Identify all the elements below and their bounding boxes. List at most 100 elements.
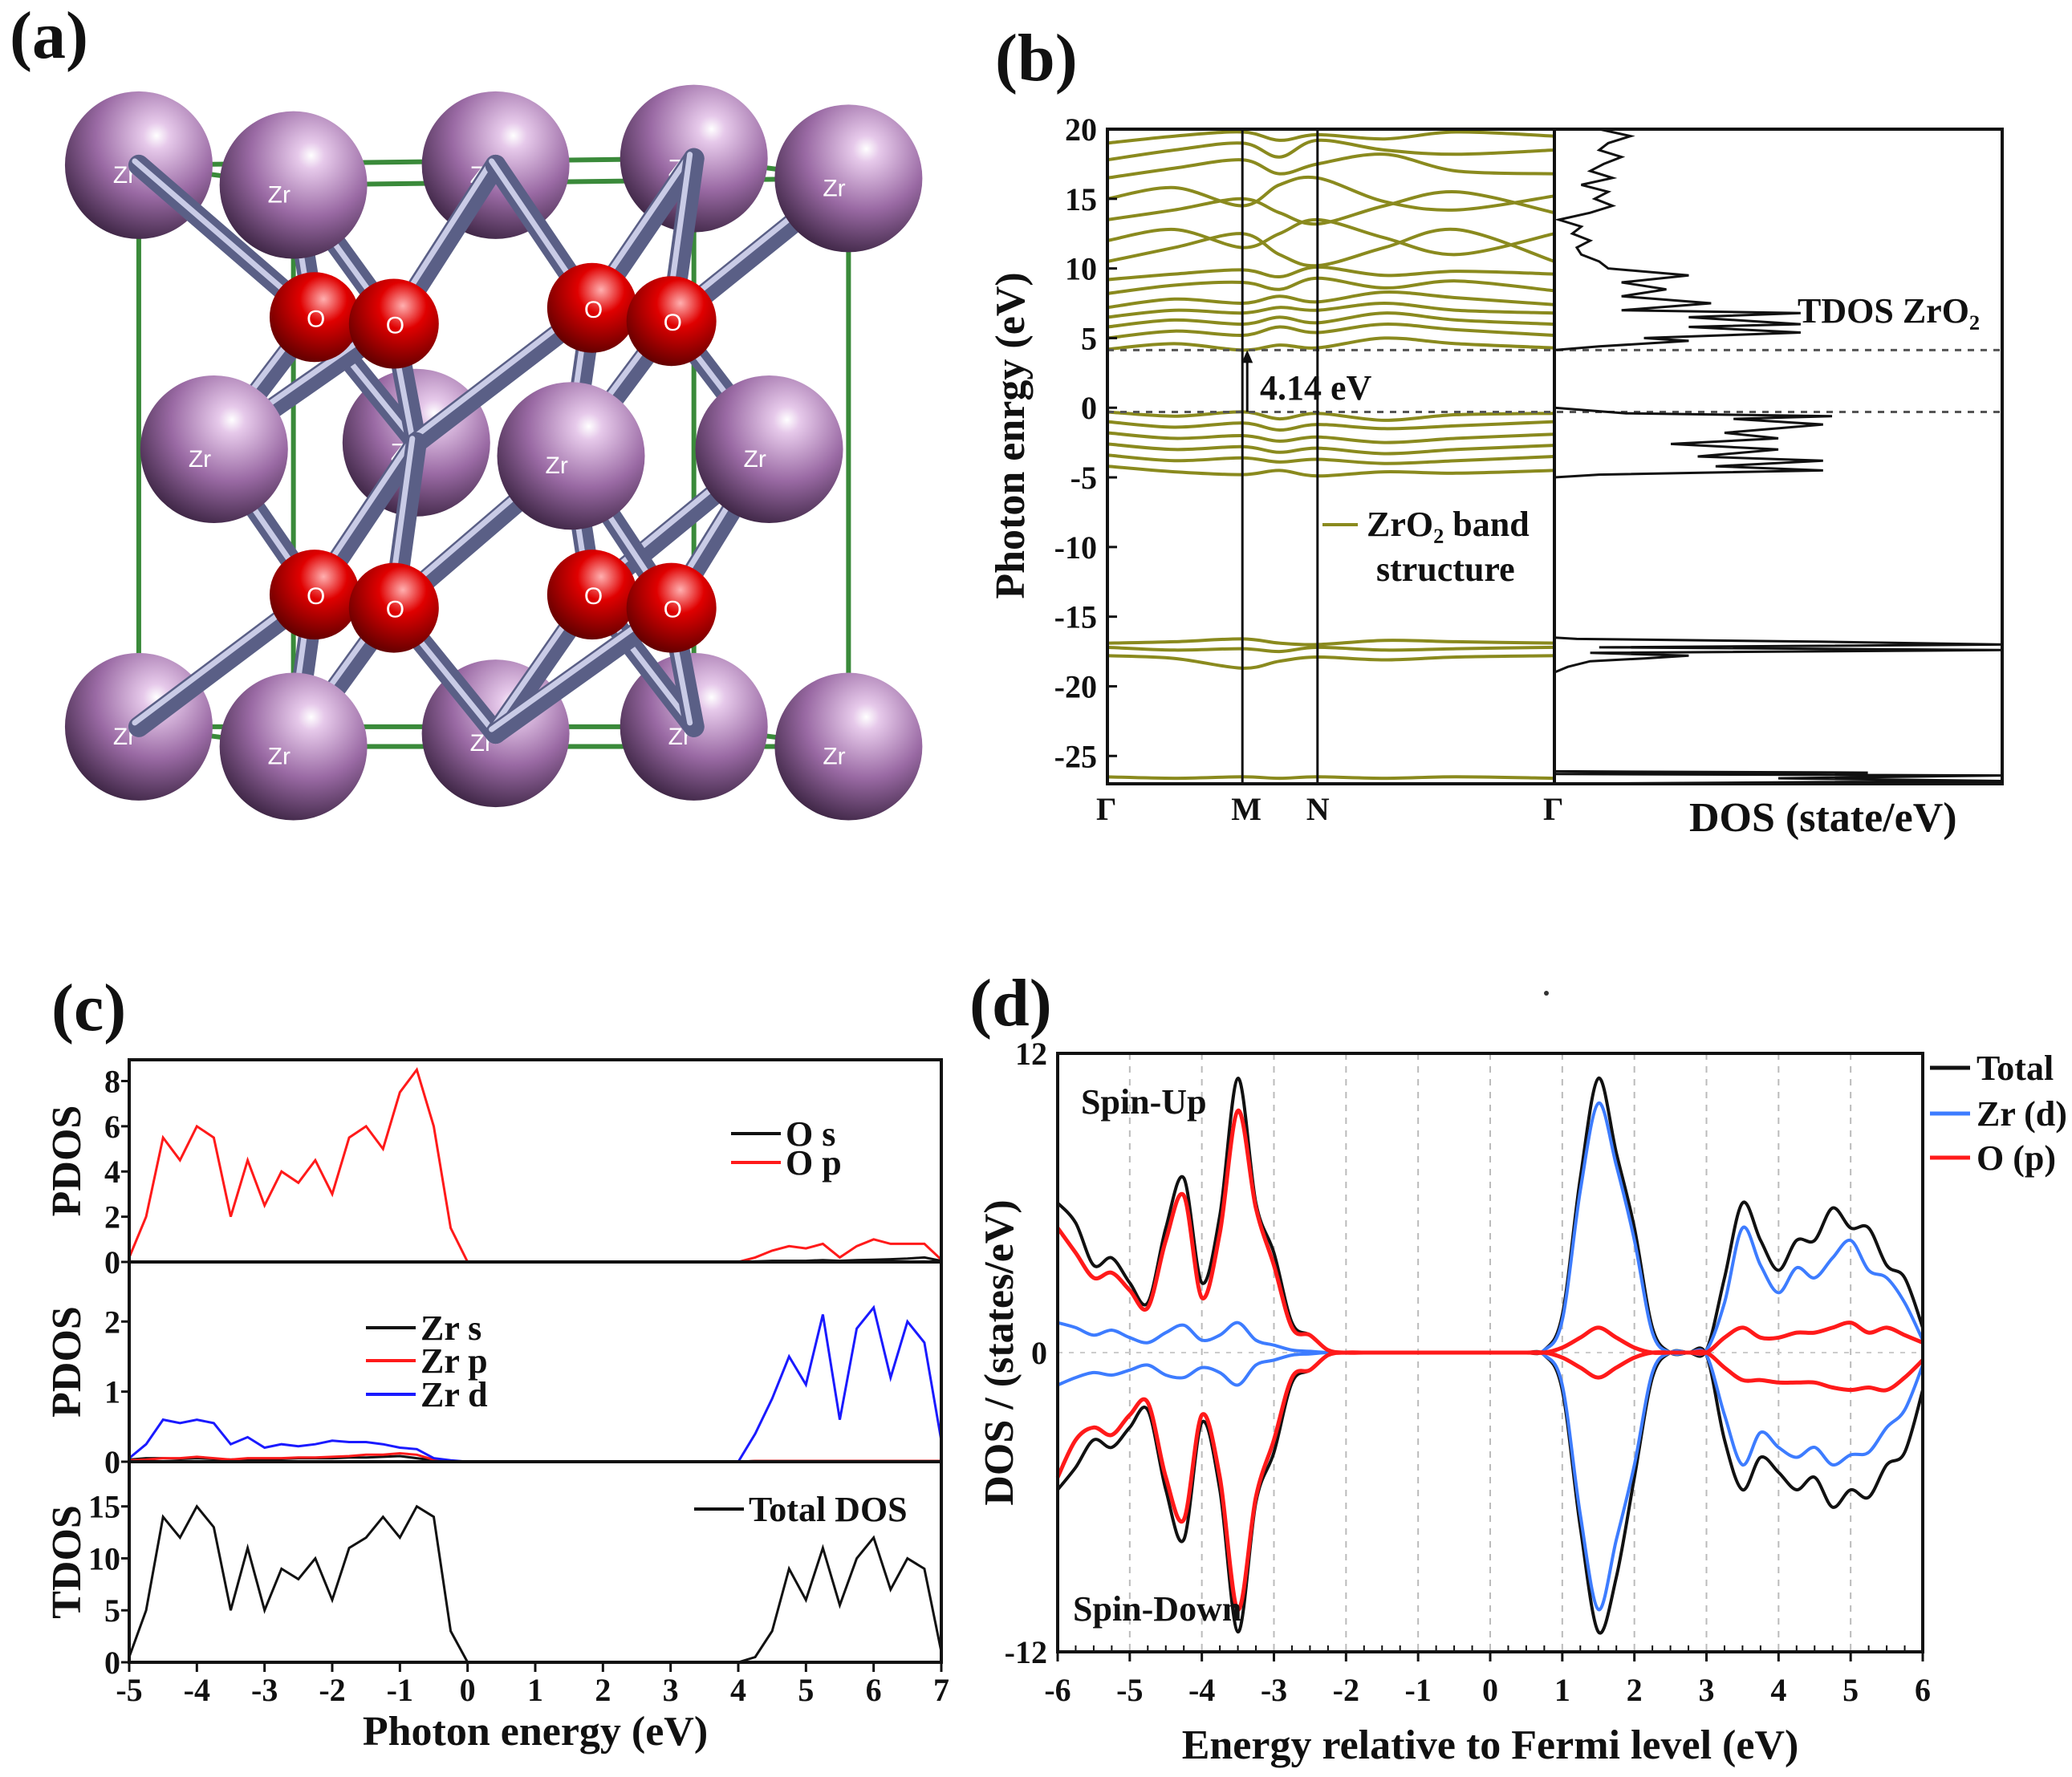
x-tick-label: 0 [460, 1672, 476, 1708]
band-line [1107, 130, 1555, 145]
pdos-chart: O sO p 0 2 4 6 8 PDOS Zr sZr pZr d 0 1 2 PDOS Total … [44, 1058, 949, 1755]
x-tick-label: 1 [1554, 1672, 1570, 1708]
y-tick-label: 12 [1015, 1036, 1047, 1072]
y-tick-label: 10 [1065, 251, 1097, 287]
zr-atom [219, 111, 368, 259]
band-line [1107, 453, 1555, 465]
legend-label: Total DOS [749, 1490, 908, 1529]
band-line [1107, 654, 1555, 670]
o-atom [546, 262, 637, 353]
band-line [1107, 775, 1555, 781]
x-tick-label: 3 [1699, 1672, 1715, 1708]
zr-atom-label: Zr [268, 744, 290, 770]
x-tick-label: -2 [319, 1672, 345, 1708]
o-atom [348, 562, 439, 653]
x-tick-label: 4 [730, 1672, 746, 1708]
y-tick-label: 4 [104, 1154, 120, 1190]
kpoint-label: M [1231, 791, 1261, 827]
band-line [1107, 152, 1555, 180]
zr-atom-label: Zr [546, 452, 568, 479]
subplot-ylabel: PDOS [44, 1106, 90, 1217]
zr-atom-label: Zr [189, 446, 211, 473]
x-tick-label: -1 [1405, 1672, 1432, 1708]
zr-atom-label: Zr [268, 182, 290, 209]
x-tick-label: 2 [1627, 1672, 1643, 1708]
unit-cell-edge [138, 156, 694, 168]
band-structure-dos-chart: Γ M N Γ 4.14 eV ZrO₂ band structure TDOS ZrO₂ DO… [988, 112, 2004, 841]
stray-dot [1544, 991, 1549, 996]
zr-atom [695, 375, 843, 523]
y-tick-label: 15 [88, 1489, 120, 1525]
y-tick-label: 5 [104, 1592, 120, 1629]
band-line [1107, 442, 1555, 456]
spin-down-label: Spin-Down [1073, 1589, 1241, 1629]
legend-label: O s [786, 1114, 835, 1154]
x-tick-label: 1 [527, 1672, 543, 1708]
y-tick-label: 15 [1065, 181, 1097, 217]
zr-atom [774, 672, 923, 821]
x-tick-label: -6 [1044, 1672, 1071, 1708]
band-line [1107, 431, 1555, 444]
o-atom-label: O [386, 313, 404, 339]
o-atom [269, 550, 360, 640]
x-tick-label: -2 [1333, 1672, 1359, 1708]
y-tick-label: 0 [1081, 390, 1097, 426]
x-tick-label: -3 [1261, 1672, 1287, 1708]
legend-band-line2: structure [1376, 550, 1515, 589]
dos-ylabel: DOS / (states/eV) [977, 1199, 1022, 1505]
x-tick-label: 7 [933, 1672, 949, 1708]
x-tick-label: 6 [1915, 1672, 1931, 1708]
band-line [1107, 175, 1555, 212]
band-ylabel: Photon enrgy (eV) [988, 272, 1034, 598]
y-tick-label: -5 [1071, 460, 1097, 496]
o-atom [626, 562, 717, 653]
dos-line-up-zrd [1057, 1101, 1924, 1357]
unit-cell-edge [293, 176, 849, 188]
o-atom-label: O [307, 583, 325, 610]
gap-label: 4.14 eV [1260, 368, 1372, 408]
y-tick-label: 20 [1065, 112, 1097, 148]
x-tick-label: 4 [1770, 1672, 1786, 1708]
y-tick-label: 2 [104, 1304, 120, 1340]
x-tick-label: -4 [1188, 1672, 1215, 1708]
dos-xlabel: DOS (state/eV) [1689, 795, 1957, 841]
legend-label: Zr (d) [1977, 1094, 2067, 1134]
band-line [1107, 265, 1555, 282]
y-tick-label: -20 [1054, 668, 1097, 704]
o-atom [626, 276, 717, 367]
band-line [1107, 217, 1555, 257]
y-tick-label: 10 [88, 1540, 120, 1576]
pdos-line-total-dos [128, 1504, 943, 1664]
band-line [1107, 227, 1555, 268]
band-line [1107, 645, 1555, 654]
y-tick-label: 2 [104, 1199, 120, 1235]
zr-atom-label: Zr [823, 744, 845, 770]
x-tick-label: 5 [798, 1672, 814, 1708]
band-line [1107, 336, 1555, 352]
o-atom-label: O [584, 297, 603, 323]
pdos-xlabel: Photon energy (eV) [363, 1709, 708, 1755]
band-line [1107, 311, 1555, 329]
zr-atom-label: Zr [744, 446, 766, 473]
zr-atom [219, 672, 368, 821]
x-tick-label: 0 [1482, 1672, 1498, 1708]
dos-xlabel: Energy relative to Fermi level (eV) [1182, 1722, 1799, 1768]
y-tick-label: -15 [1054, 599, 1097, 635]
y-tick-label: -10 [1054, 529, 1097, 566]
panel-label-d: (d) [969, 966, 1052, 1041]
band-line [1107, 637, 1555, 647]
band-line [1107, 276, 1555, 295]
x-tick-label: 2 [595, 1672, 611, 1708]
band-line [1107, 465, 1555, 478]
subplot-ylabel: PDOS [44, 1306, 90, 1418]
band-line [1107, 290, 1555, 310]
y-tick-label: -12 [1005, 1634, 1047, 1670]
tdos-label: TDOS ZrO₂ [1798, 291, 1980, 331]
band-line [1107, 190, 1555, 226]
y-tick-label: 0 [1031, 1335, 1047, 1371]
y-tick-label: 0 [104, 1444, 120, 1480]
x-tick-label: 3 [663, 1672, 679, 1708]
x-tick-label: 6 [866, 1672, 882, 1708]
tdos-line [1553, 128, 2003, 785]
